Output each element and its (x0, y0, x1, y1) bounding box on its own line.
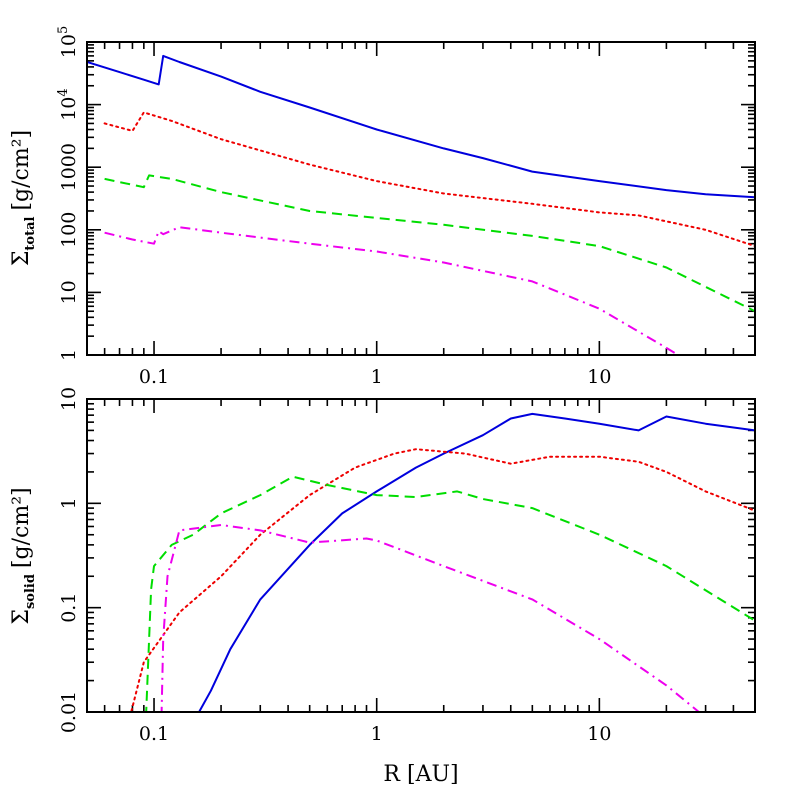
y-tick-label: 100 (58, 212, 80, 248)
top-y-axis-subscript: total (23, 216, 38, 250)
series-blue-solid (197, 412, 755, 712)
y-tick-label: 105 (56, 26, 80, 58)
bottom-y-axis-title: Σsolid [g/cm²] (9, 487, 38, 624)
top-panel-series (87, 54, 755, 355)
series-red-dotted (130, 448, 755, 712)
bottom-panel: 0.1 1 10 0.01 0.1 1 10 Σsolid [g/cm²] R [AU] (9, 387, 756, 787)
series-green-dashed (104, 174, 755, 313)
x-tick-label: 10 (587, 723, 611, 745)
top-panel-frame (86, 41, 756, 356)
y-tick-label: 10 (58, 280, 80, 304)
bottom-panel-ticks (86, 398, 756, 713)
x-tick-label: 0.1 (139, 723, 169, 745)
top-y-axis-title: Σtotal [g/cm²] (9, 130, 38, 266)
bottom-panel-tick-labels: 0.1 1 10 0.01 0.1 1 10 (58, 387, 611, 745)
series-magenta-dashdot (104, 226, 680, 355)
x-axis-title: R [AU] (383, 762, 458, 787)
series-red-dotted (103, 111, 755, 248)
x-tick-label: 10 (587, 366, 611, 388)
y-tick-label: 1 (58, 349, 80, 361)
y-tick-label: 1 (58, 497, 80, 509)
top-panel-ticks (86, 41, 756, 356)
bottom-panel-series (130, 412, 755, 712)
series-magenta-dashdot (160, 524, 700, 712)
y-tick-label: 10 (58, 387, 80, 411)
bottom-panel-frame (86, 398, 756, 713)
y-tick-label: 0.1 (58, 593, 80, 623)
top-panel: 0.1 1 10 1 10 100 1000 104 105 Σtotal [g/cm²] (9, 26, 756, 388)
series-green-dashed (145, 475, 755, 712)
y-tick-label: 1000 (58, 143, 80, 191)
bottom-y-axis-unit: [g/cm²] (9, 487, 34, 568)
y-tick-label: 0.01 (58, 691, 80, 733)
top-panel-tick-labels: 0.1 1 10 1 10 100 1000 104 105 (56, 26, 611, 388)
bottom-y-axis-subscript: solid (23, 574, 38, 609)
top-y-axis-unit: [g/cm²] (9, 130, 34, 211)
x-tick-label: 1 (371, 366, 383, 388)
series-blue-solid (87, 54, 755, 199)
x-tick-label: 1 (371, 723, 383, 745)
y-tick-label: 104 (56, 88, 80, 120)
x-tick-label: 0.1 (139, 366, 169, 388)
bottom-y-axis-symbol: Σ (9, 609, 34, 625)
top-y-axis-symbol: Σ (9, 251, 34, 267)
